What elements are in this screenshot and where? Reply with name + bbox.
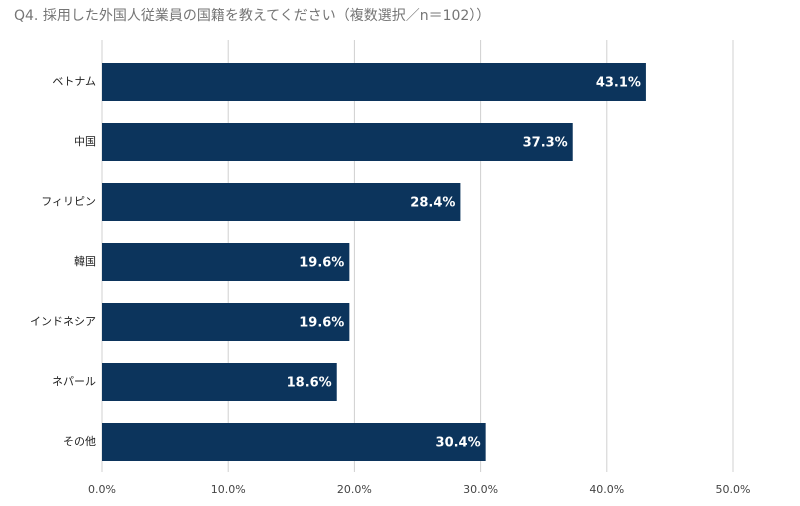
value-label: 43.1% xyxy=(596,76,641,91)
value-label: 30.4% xyxy=(436,436,481,451)
bar xyxy=(102,183,461,221)
value-label: 37.3% xyxy=(523,136,568,151)
x-tick-label: 10.0% xyxy=(211,483,246,496)
value-label: 19.6% xyxy=(299,316,344,331)
bar xyxy=(102,423,486,461)
value-label: 18.6% xyxy=(287,376,332,391)
bar xyxy=(102,123,573,161)
x-tick-label: 50.0% xyxy=(716,483,751,496)
y-tick-label: ネパール xyxy=(52,375,96,388)
x-tick-label: 30.0% xyxy=(463,483,498,496)
bar xyxy=(102,63,646,101)
y-tick-label: ベトナム xyxy=(52,75,96,88)
y-tick-label: フィリピン xyxy=(41,195,96,208)
bar xyxy=(102,363,337,401)
value-label: 28.4% xyxy=(410,196,455,211)
y-tick-label: インドネシア xyxy=(30,315,96,328)
value-label: 19.6% xyxy=(299,256,344,271)
y-tick-label: 中国 xyxy=(74,135,96,148)
x-tick-label: 0.0% xyxy=(88,483,116,496)
chart-title: Q4. 採用した外国人従業員の国籍を教えてください（複数選択／n＝102）） xyxy=(14,7,490,24)
y-tick-label: 韓国 xyxy=(74,255,96,268)
x-tick-label: 20.0% xyxy=(337,483,372,496)
y-tick-label: その他 xyxy=(63,435,96,448)
bar xyxy=(102,303,350,341)
x-tick-label: 40.0% xyxy=(589,483,624,496)
bar xyxy=(102,243,350,281)
